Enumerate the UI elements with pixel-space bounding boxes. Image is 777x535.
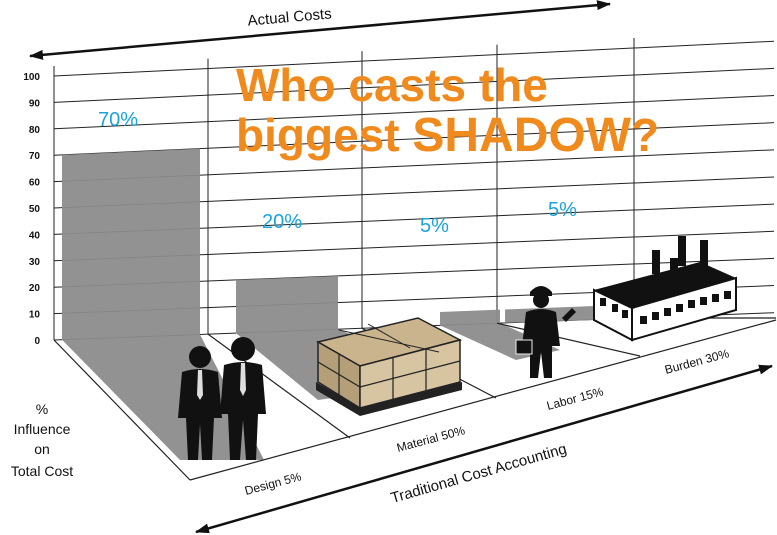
y-axis-label-line: on <box>34 441 50 457</box>
headline-prefix: biggest <box>236 109 413 161</box>
y-axis-label-line: Influence <box>14 421 71 437</box>
y-tick-label: 60 <box>29 178 41 189</box>
headline-line-1: Who casts the <box>236 59 548 111</box>
y-tick-label: 80 <box>29 125 41 136</box>
floor-divider <box>496 322 641 357</box>
factory-icon <box>593 236 737 342</box>
y-tick-label: 100 <box>23 72 40 83</box>
floor-edge <box>53 339 191 481</box>
influence-label-labor: 5% <box>420 215 449 237</box>
category-label-labor: Labor 15% <box>545 384 605 413</box>
influence-label-design: 70% <box>98 109 138 131</box>
category-label-material: Material 50% <box>395 423 467 455</box>
headline-line-2: biggest SHADOW? <box>236 110 659 161</box>
y-tick-label: 30 <box>29 257 41 268</box>
y-tick-label: 90 <box>29 98 41 109</box>
headline-emphasis: SHADOW <box>412 109 631 162</box>
headline-suffix: ? <box>631 109 660 161</box>
y-tick-label: 20 <box>29 283 41 294</box>
y-tick-label: 0 <box>34 336 40 347</box>
gridline <box>53 95 775 130</box>
y-axis-label-line: % <box>36 401 48 417</box>
influence-label-material: 20% <box>262 211 302 233</box>
y-tick-label: 70 <box>29 151 41 162</box>
traditional-cost-arrow <box>195 364 773 534</box>
worker-icon <box>515 286 576 378</box>
category-label-design: Design 5% <box>243 469 303 498</box>
top-axis-label: Actual Costs <box>247 5 332 29</box>
y-axis-label-line: Total Cost <box>11 463 73 479</box>
influence-label-burden: 5% <box>548 199 577 221</box>
y-tick-label: 50 <box>29 204 41 215</box>
y-tick-label: 40 <box>29 230 41 241</box>
gridline <box>53 67 775 103</box>
actual-costs-arrow <box>29 0 611 60</box>
y-tick-labels: 0 10 20 30 40 50 60 70 80 90 100 <box>23 72 40 347</box>
y-tick-label: 10 <box>29 310 41 321</box>
category-label-burden: Burden 30% <box>663 346 731 377</box>
y-axis-label: % Influence on Total Cost <box>11 401 73 479</box>
